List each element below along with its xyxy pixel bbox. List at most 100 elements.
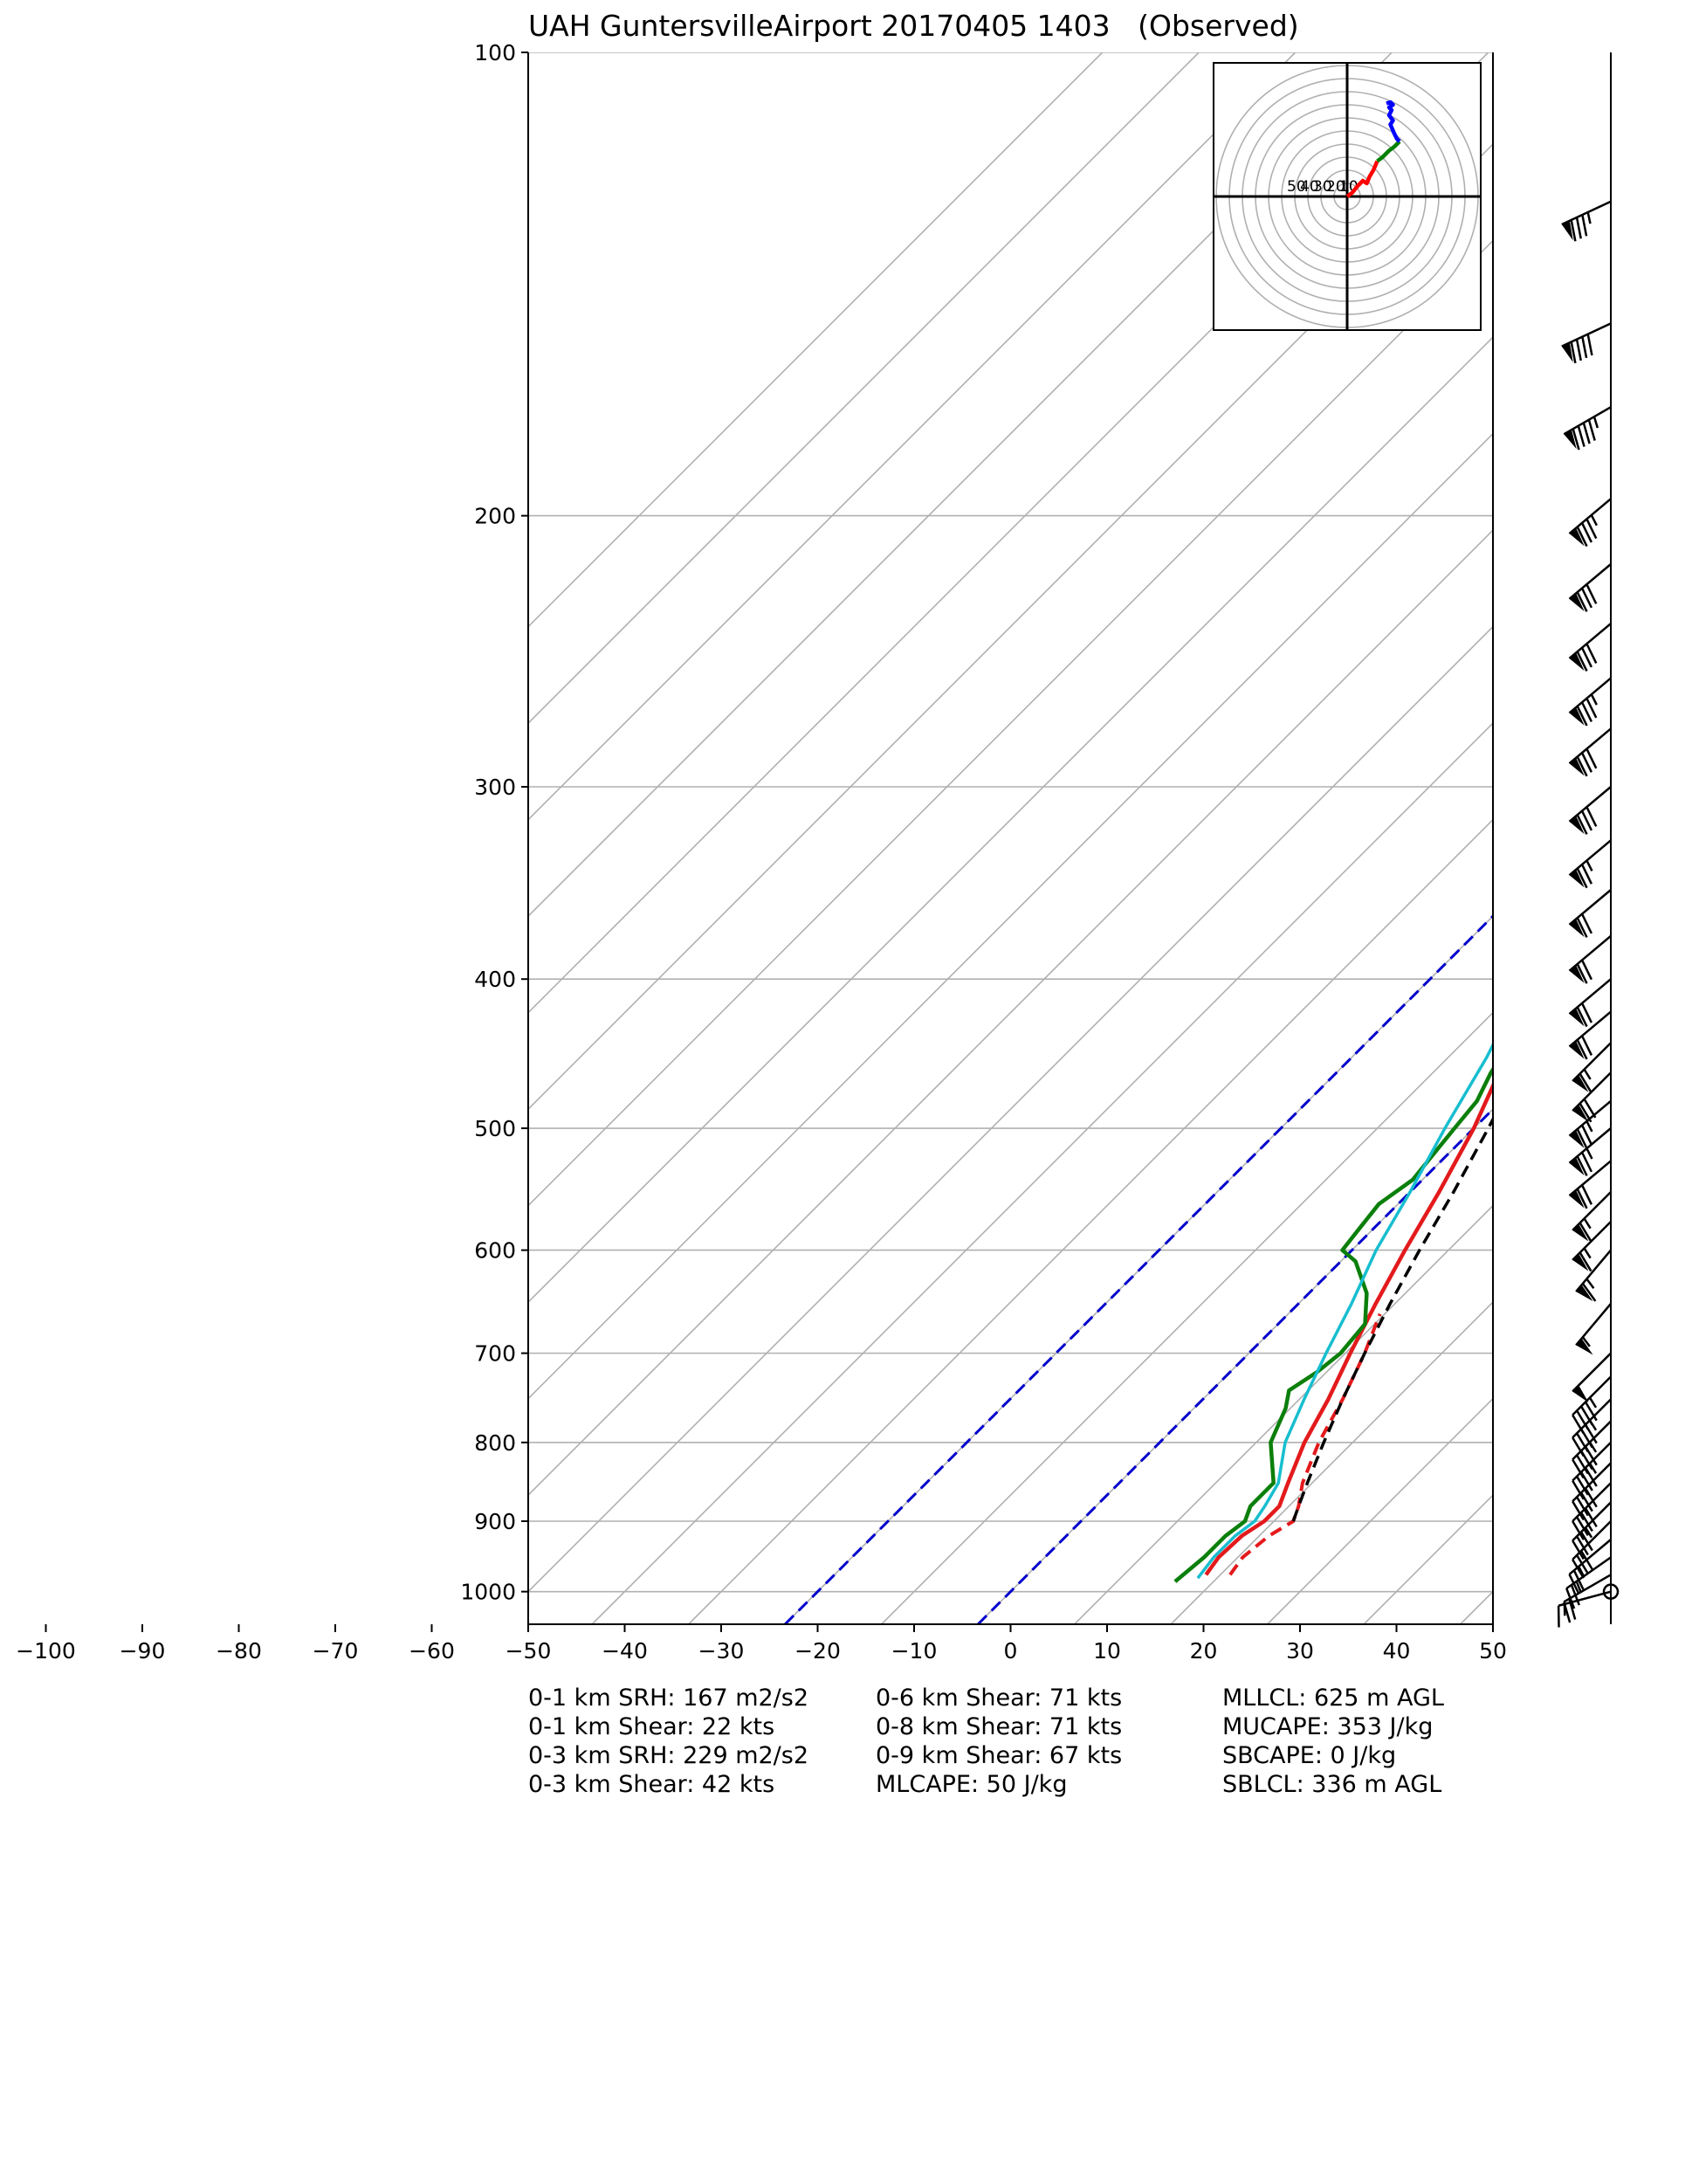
y-tick-label: 100 (474, 40, 516, 65)
barb-half (1583, 1247, 1592, 1259)
barb-full (1587, 419, 1596, 441)
barb-full (1572, 1500, 1585, 1521)
isotherm-line (1170, 1301, 1493, 1624)
barb-full (1580, 1184, 1593, 1205)
wind-barb (1568, 1160, 1612, 1209)
barb-shaft (1572, 1482, 1612, 1522)
barb-half (1583, 1217, 1592, 1230)
wind-barb (1568, 889, 1612, 938)
barb-full (1581, 214, 1588, 237)
barb-full (1576, 526, 1588, 548)
barb-pennant (1572, 1253, 1589, 1271)
wind-barb (1568, 677, 1612, 727)
wind-barb (1565, 1556, 1612, 1609)
barb-shaft (1572, 1398, 1612, 1439)
barb-half (1583, 1068, 1592, 1080)
wind-barb (1561, 200, 1612, 242)
barb-full (1570, 341, 1577, 364)
x-tick-label: 10 (1093, 1638, 1121, 1659)
x-tick-label: −100 (16, 1638, 76, 1659)
x-tick-label: 0 (1004, 1638, 1018, 1659)
isotherm-line (528, 336, 1493, 1304)
barb-shaft (1572, 1352, 1612, 1393)
stat-shear-0-6: 0-6 km Shear: 71 kts (876, 1685, 1123, 1712)
barb-half (1586, 1278, 1595, 1289)
barb-full (1580, 752, 1593, 773)
barb-shaft (1575, 1303, 1612, 1347)
barb-full (1575, 217, 1582, 239)
barb-shaft (1572, 1191, 1612, 1231)
barb-pennant (1569, 593, 1585, 612)
barb-full (1568, 1598, 1577, 1620)
y-tick-label: 300 (474, 775, 516, 800)
barb-pennant (1569, 652, 1585, 672)
wind-barb (1568, 1127, 1612, 1176)
barb-shaft (1568, 563, 1612, 600)
barb-full (1580, 810, 1593, 831)
stats-column-2: 0-6 km Shear: 71 kts 0-8 km Shear: 71 kt… (876, 1684, 1122, 1799)
barb-full (1572, 1520, 1585, 1540)
barb-full (1576, 1432, 1589, 1453)
wind-barb (1575, 1249, 1612, 1302)
barb-shaft (1568, 839, 1612, 877)
barb-pennant (1569, 1189, 1585, 1209)
stat-mlcape: MLCAPE: 50 J/kg (876, 1771, 1068, 1798)
barb-shaft (1568, 727, 1612, 765)
wind-barb (1568, 727, 1612, 777)
wind-barb (1561, 322, 1612, 364)
barb-full (1581, 336, 1588, 359)
stat-sblcl: SBLCL: 336 m AGL (1222, 1771, 1442, 1798)
barb-full (1579, 1072, 1592, 1093)
isotherm-line (528, 529, 1493, 1497)
sounding-traces (1173, 1041, 1493, 1583)
stat-srh-0-3: 0-3 km SRH: 229 m2/s2 (528, 1742, 809, 1769)
barb-full (1586, 698, 1598, 719)
barb-full (1576, 651, 1588, 672)
barb-pennant (1569, 1041, 1585, 1059)
barb-full (1576, 867, 1588, 889)
barb-full (1580, 1124, 1593, 1146)
wind-barb (1572, 1482, 1612, 1540)
barb-full (1580, 1002, 1593, 1023)
barb-shaft (1568, 1539, 1612, 1575)
barb-full (1576, 963, 1588, 984)
reference-isotherm (784, 914, 1493, 1624)
barb-full (1570, 219, 1577, 242)
y-tick-label: 700 (474, 1341, 516, 1367)
wind-barb (1568, 498, 1612, 548)
barb-full (1580, 588, 1593, 609)
hodograph-ring-label: 50 (1287, 178, 1306, 196)
barb-pennant (1569, 869, 1585, 888)
barb-half (1586, 1147, 1593, 1160)
x-tick-label: −50 (506, 1638, 552, 1659)
barb-shaft (1572, 1420, 1612, 1461)
barb-half (1586, 1120, 1593, 1133)
barb-shaft (1558, 1590, 1612, 1607)
trace-wetbulb (1196, 1041, 1493, 1580)
stat-srh-0-1: 0-1 km SRH: 167 m2/s2 (528, 1685, 809, 1712)
barb-full (1584, 1507, 1598, 1528)
barb-full (1580, 522, 1593, 543)
barb-full (1579, 1531, 1593, 1552)
barb-shaft (1561, 200, 1612, 226)
calm-wind-circle (1602, 1583, 1620, 1600)
barb-full (1582, 422, 1591, 444)
barb-pennant (1569, 1008, 1585, 1027)
isotherm-line (881, 1011, 1493, 1624)
barb-shaft (1568, 786, 1612, 823)
barb-full (1576, 1188, 1588, 1209)
barb-full (1579, 1405, 1593, 1426)
wind-barb (1572, 1501, 1612, 1560)
barb-full (1581, 1283, 1597, 1302)
x-tick-label: 30 (1286, 1638, 1314, 1659)
barb-half (1584, 1526, 1593, 1539)
hodograph-wind_high (1386, 100, 1401, 143)
barb-full (1563, 1601, 1572, 1623)
stat-sbcape: SBCAPE: 0 J/kg (1222, 1742, 1397, 1769)
hodograph-ring-label: 40 (1300, 178, 1319, 196)
wind-barb (1575, 1303, 1612, 1355)
barb-full (1572, 428, 1580, 451)
